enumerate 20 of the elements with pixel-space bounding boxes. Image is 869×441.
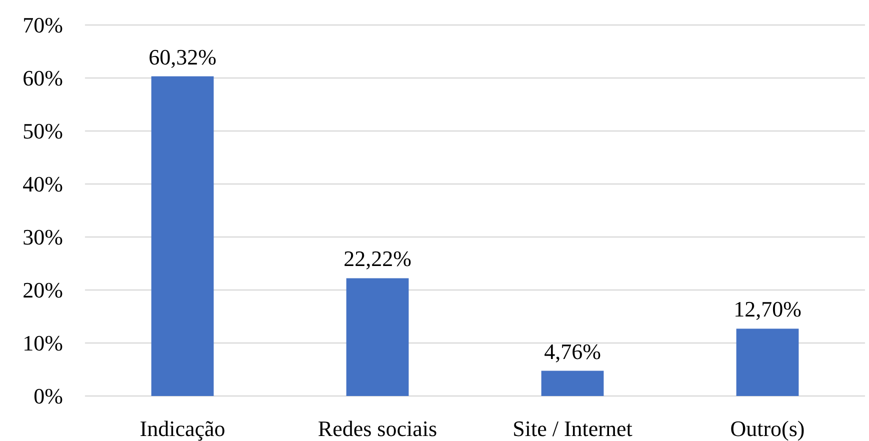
data-label: 4,76% — [544, 338, 601, 364]
data-label: 60,32% — [148, 44, 216, 70]
y-tick-label: 40% — [22, 172, 63, 197]
data-label: 12,70% — [734, 296, 802, 322]
y-tick-label: 10% — [22, 330, 63, 356]
y-tick-label: 30% — [22, 224, 63, 250]
y-tick-label: 50% — [22, 118, 63, 144]
bar — [346, 278, 409, 396]
x-tick-label: Redes sociais — [318, 416, 438, 441]
y-tick-label: 60% — [22, 66, 63, 91]
bar — [151, 76, 214, 396]
data-label: 22,22% — [344, 246, 412, 272]
y-tick-label: 70% — [22, 12, 63, 38]
x-tick-label: Outro(s) — [730, 416, 805, 441]
bar — [736, 328, 799, 396]
x-tick-label: Indicação — [140, 416, 226, 441]
y-tick-label: 0% — [34, 384, 63, 409]
x-tick-label: Site / Internet — [512, 416, 632, 441]
bar — [541, 370, 604, 396]
y-tick-label: 20% — [22, 278, 63, 303]
